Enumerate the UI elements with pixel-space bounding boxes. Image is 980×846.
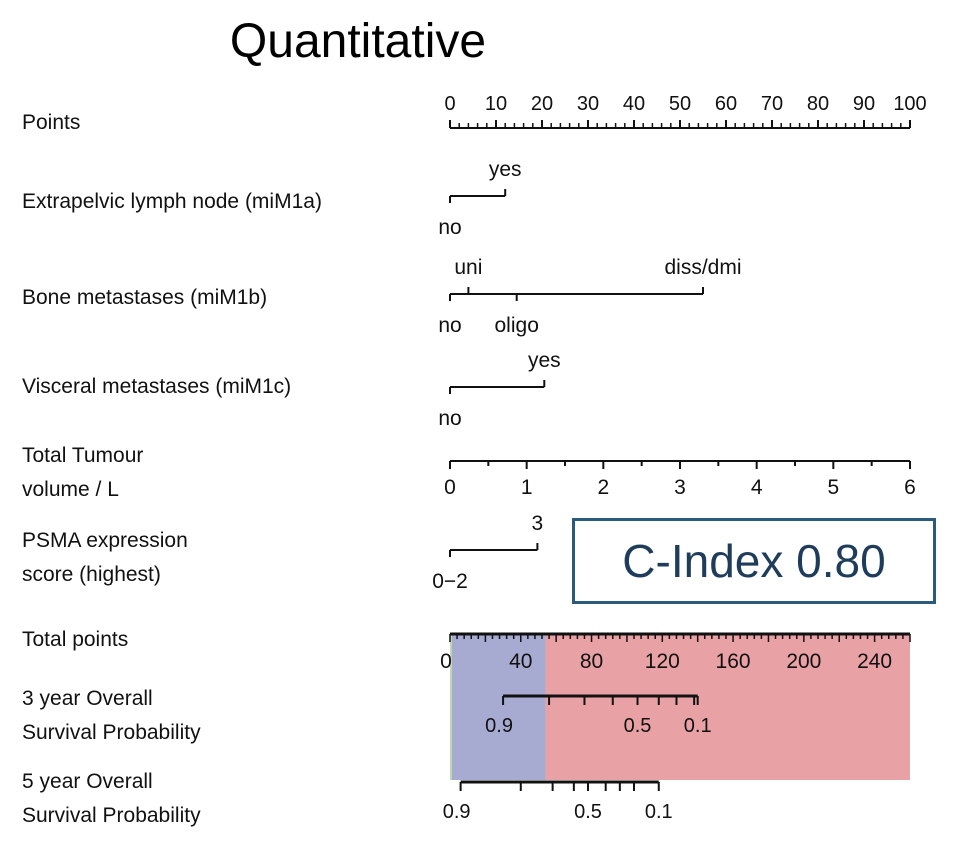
predictor-1-category-3: diss/dmi	[664, 256, 741, 279]
predictor-0-category-1: yes	[489, 158, 522, 181]
points-tick-label-0: 0	[444, 93, 455, 115]
survival-1-tick-label-1: 0.5	[574, 801, 602, 823]
survival-5yr-label-line-2: Survival Probability	[22, 804, 201, 827]
risk-band-2	[545, 634, 910, 780]
total-points-tick-label-2: 80	[580, 650, 603, 673]
risk-band-1	[451, 634, 546, 780]
predictor-1-category-1: uni	[454, 256, 482, 279]
predictor-label-tumour-volume: Total Tumour volume / L	[22, 439, 143, 507]
predictor-2-category-0: no	[438, 407, 461, 430]
risk-band-0	[450, 634, 452, 780]
predictor-2-category-1: yes	[528, 349, 561, 372]
total-points-tick-label-6: 240	[857, 650, 892, 673]
total-points-tick-label-1: 40	[509, 650, 532, 673]
tumour-volume-label-line-1: Total Tumour	[22, 444, 144, 467]
predictor-1-category-0: no	[438, 314, 461, 337]
survival-1-tick-label-0: 0.9	[443, 801, 471, 823]
points-tick-label-6: 60	[715, 93, 737, 115]
tumour-volume-tick-label-2: 2	[597, 476, 609, 499]
c-index-box: C-Index 0.80	[572, 518, 936, 604]
survival-1-tick-label-2: 0.1	[645, 801, 673, 823]
predictor-label-bone-metastases: Bone metastases (miM1b)	[22, 286, 268, 309]
points-tick-label-9: 90	[853, 93, 875, 115]
points-tick-label-4: 40	[623, 93, 645, 115]
psma-label-line-1: PSMA expression	[22, 529, 188, 552]
total-points-tick-label-4: 160	[716, 650, 751, 673]
tumour-volume-label-line-2: volume / L	[22, 478, 119, 501]
points-tick-label-10: 100	[893, 93, 926, 115]
total-points-tick-label-3: 120	[645, 650, 680, 673]
points-tick-label-1: 10	[485, 93, 507, 115]
predictor-label-psma-score: PSMA expression score (highest)	[22, 524, 188, 592]
tumour-volume-tick-label-3: 3	[674, 476, 686, 499]
points-tick-label-5: 50	[669, 93, 691, 115]
total-points-tick-label-5: 200	[786, 650, 821, 673]
survival-3yr-label-line-1: 3 year Overall	[22, 687, 153, 710]
survival-5yr-label-line-1: 5 year Overall	[22, 770, 153, 793]
tumour-volume-tick-label-0: 0	[444, 476, 456, 499]
points-tick-label-2: 20	[531, 93, 553, 115]
tumour-volume-tick-label-5: 5	[827, 476, 839, 499]
predictor-label-lymph-node: Extrapelvic lymph node (miM1a)	[22, 190, 322, 213]
predictor-4-category-0: 0−2	[432, 570, 468, 593]
predictor-4-category-1: 3	[532, 512, 544, 535]
tumour-volume-tick-label-6: 6	[904, 476, 916, 499]
points-tick-label-3: 30	[577, 93, 599, 115]
survival-0-tick-label-0: 0.9	[485, 715, 513, 737]
survival-3yr-label: 3 year Overall Survival Probability	[22, 682, 201, 750]
points-tick-label-7: 70	[761, 93, 783, 115]
survival-5yr-label: 5 year Overall Survival Probability	[22, 765, 201, 833]
psma-label-line-2: score (highest)	[22, 563, 161, 586]
survival-0-tick-label-2: 0.1	[684, 715, 712, 737]
points-tick-label-8: 80	[807, 93, 829, 115]
predictor-label-visceral-metastases: Visceral metastases (miM1c)	[22, 375, 292, 398]
survival-3yr-label-line-2: Survival Probability	[22, 721, 201, 744]
chart-title: Quantitative	[229, 15, 487, 68]
points-axis-label: Points	[22, 111, 81, 134]
total-points-label: Total points	[22, 628, 129, 651]
predictor-0-category-0: no	[438, 216, 461, 239]
tumour-volume-tick-label-4: 4	[751, 476, 763, 499]
predictor-1-category-2: oligo	[495, 314, 539, 337]
survival-0-tick-label-1: 0.5	[624, 715, 652, 737]
tumour-volume-tick-label-1: 1	[521, 476, 533, 499]
total-points-tick-label-0: 0	[440, 650, 452, 673]
